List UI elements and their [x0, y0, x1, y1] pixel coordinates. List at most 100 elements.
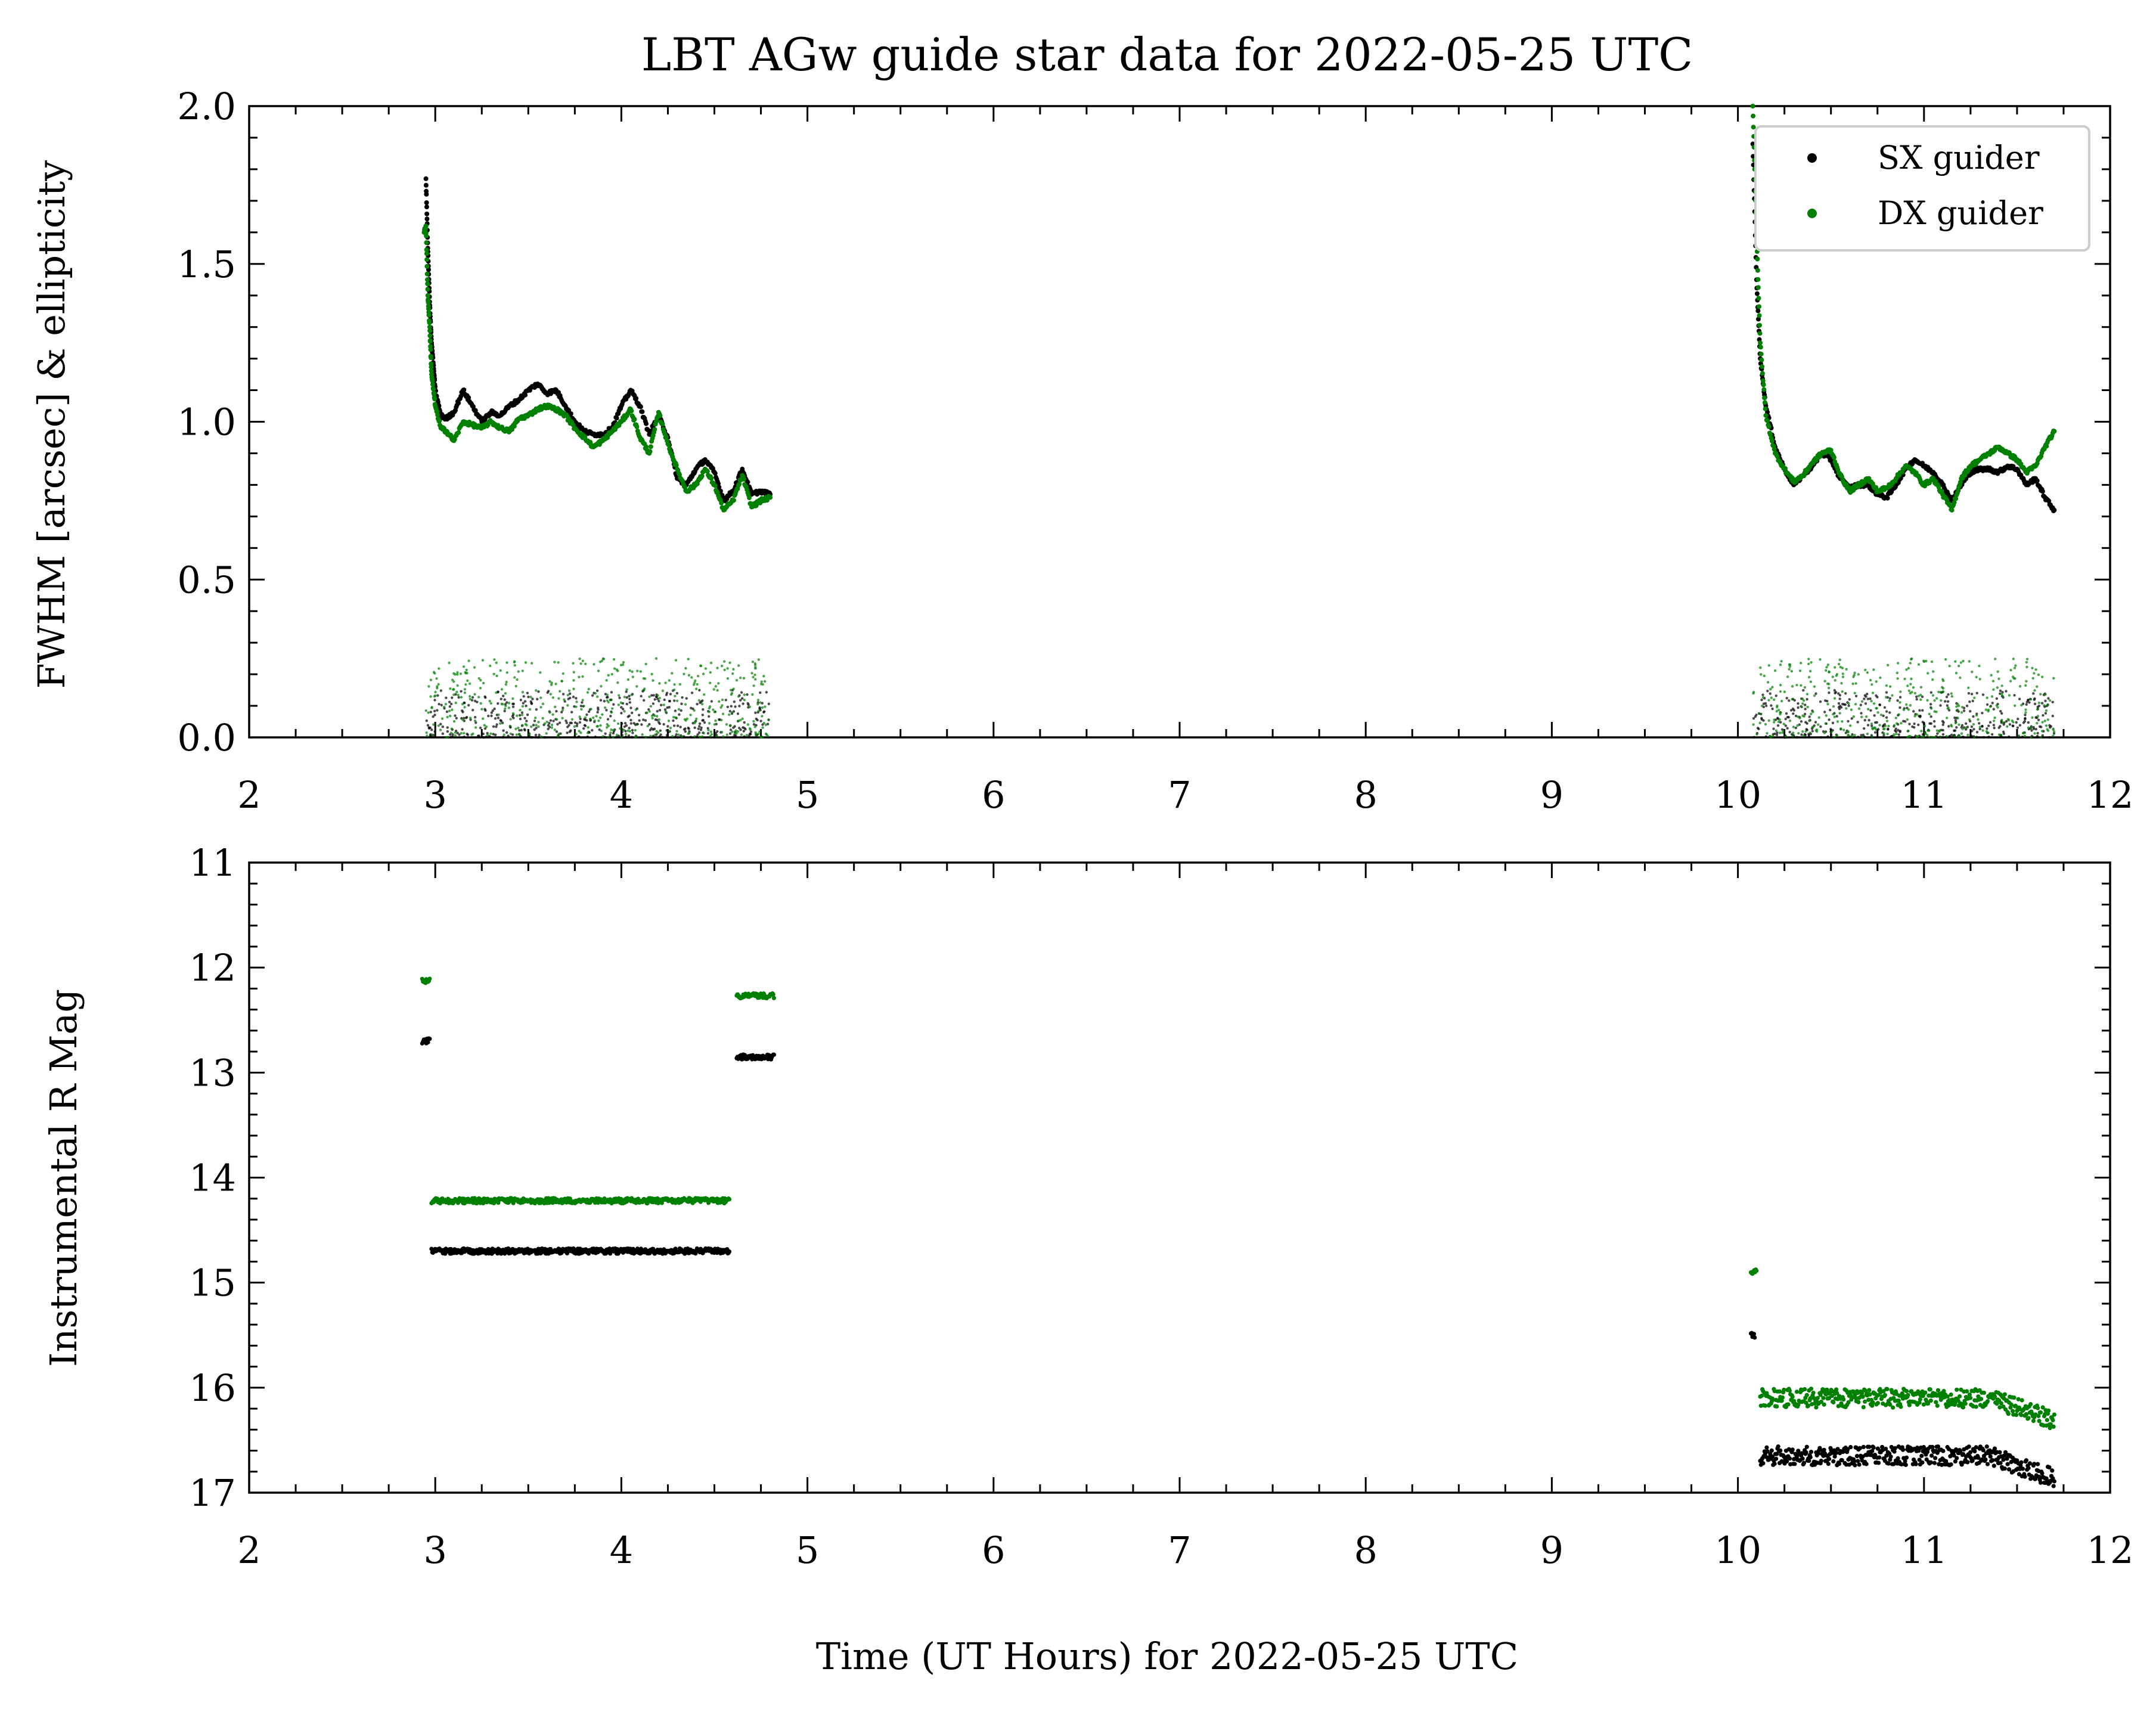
ellipticity-point — [666, 691, 668, 694]
ellipticity-point — [539, 671, 541, 674]
fwhm-x-tick-label: 12 — [2087, 773, 2134, 817]
ellipticity-point — [1919, 699, 1922, 701]
ellipticity-point — [1973, 697, 1975, 699]
ellipticity-point — [728, 662, 731, 664]
fwhm-point — [1756, 296, 1761, 300]
fwhm-point — [742, 477, 746, 482]
ellipticity-point — [681, 736, 683, 738]
ellipticity-point — [599, 660, 601, 663]
ellipticity-point — [477, 734, 479, 737]
ellipticity-point — [1795, 736, 1798, 739]
fwhm-y-tick-label: 2.0 — [177, 85, 236, 128]
ellipticity-point — [1759, 666, 1761, 669]
ellipticity-point — [1761, 718, 1763, 721]
ellipticity-point — [652, 679, 654, 681]
ellipticity-point — [676, 692, 678, 694]
fwhm-x-tick-label: 9 — [1540, 773, 1564, 817]
ellipticity-point — [539, 706, 542, 708]
fwhm-point — [1763, 413, 1768, 418]
ellipticity-point — [1847, 734, 1849, 737]
fwhm-point — [424, 264, 429, 269]
ellipticity-point — [2035, 728, 2037, 730]
ellipticity-point — [691, 691, 693, 694]
ellipticity-point — [1897, 662, 1899, 664]
fwhm-y-axis-label: FWHM [arcsec] & ellipticity — [30, 160, 73, 689]
ellipticity-point — [1834, 666, 1836, 668]
ellipticity-point — [1887, 664, 1889, 666]
magnitude-point — [2021, 1466, 2025, 1471]
ellipticity-point — [550, 693, 552, 695]
ellipticity-point — [759, 701, 761, 703]
ellipticity-point — [486, 734, 489, 736]
magnitude-point — [2052, 1479, 2056, 1483]
magnitude-point — [2006, 1462, 2010, 1466]
ellipticity-point — [613, 658, 615, 660]
ellipticity-point — [1779, 690, 1782, 693]
ellipticity-point — [1920, 686, 1922, 689]
ellipticity-point — [1765, 735, 1767, 737]
ellipticity-point — [501, 721, 504, 724]
magnitude-point — [1853, 1463, 1857, 1467]
ellipticity-point — [1986, 730, 1988, 733]
ellipticity-point — [700, 728, 702, 731]
ellipticity-point — [605, 709, 607, 711]
ellipticity-point — [671, 735, 674, 737]
ellipticity-point — [1950, 692, 1953, 694]
ellipticity-point — [554, 706, 556, 708]
ellipticity-point — [734, 729, 737, 731]
ellipticity-point — [684, 667, 687, 669]
ellipticity-point — [2024, 734, 2026, 737]
ellipticity-point — [460, 672, 462, 675]
ellipticity-point — [464, 683, 467, 686]
ellipticity-point — [1853, 672, 1856, 674]
ellipticity-point — [522, 669, 524, 672]
magnitude-point — [2005, 1456, 2009, 1460]
ellipticity-point — [669, 693, 672, 695]
ellipticity-point — [1861, 700, 1863, 703]
ellipticity-point — [550, 719, 552, 721]
ellipticity-point — [658, 682, 660, 684]
ellipticity-point — [1866, 733, 1869, 735]
ellipticity-point — [1797, 732, 1800, 734]
ellipticity-point — [494, 717, 497, 720]
ellipticity-point — [607, 718, 609, 720]
ellipticity-point — [620, 706, 622, 708]
ellipticity-point — [1884, 706, 1886, 709]
ellipticity-point — [1934, 736, 1937, 739]
magnitude-point — [1929, 1460, 1933, 1465]
ellipticity-point — [725, 723, 728, 725]
ellipticity-point — [654, 733, 656, 736]
ellipticity-point — [622, 663, 624, 666]
ellipticity-point — [506, 671, 508, 674]
ellipticity-point — [1884, 725, 1887, 727]
ellipticity-point — [2046, 728, 2048, 730]
ellipticity-point — [2005, 690, 2007, 692]
ellipticity-point — [479, 727, 482, 729]
ellipticity-point — [469, 717, 471, 719]
ellipticity-point — [1807, 658, 1810, 660]
ellipticity-point — [604, 706, 606, 709]
ellipticity-point — [1994, 658, 1996, 660]
ellipticity-point — [500, 697, 502, 700]
magnitude-point — [1914, 1462, 1918, 1466]
magnitude-point — [1876, 1460, 1881, 1465]
ellipticity-point — [1817, 717, 1820, 719]
ellipticity-point — [763, 722, 765, 724]
ellipticity-point — [579, 721, 581, 724]
ellipticity-point — [519, 709, 521, 711]
ellipticity-point — [593, 720, 595, 722]
ellipticity-point — [535, 724, 537, 726]
ellipticity-point — [628, 727, 630, 729]
ellipticity-point — [1864, 669, 1866, 671]
ellipticity-point — [1767, 681, 1769, 683]
ellipticity-point — [702, 714, 704, 716]
ellipticity-point — [1799, 669, 1801, 672]
ellipticity-point — [1815, 729, 1817, 731]
ellipticity-point — [1798, 717, 1801, 719]
ellipticity-point — [721, 699, 724, 701]
ellipticity-point — [561, 717, 563, 720]
ellipticity-point — [702, 708, 704, 711]
ellipticity-point — [1865, 702, 1867, 705]
ellipticity-point — [584, 663, 587, 665]
ellipticity-point — [1929, 703, 1932, 705]
